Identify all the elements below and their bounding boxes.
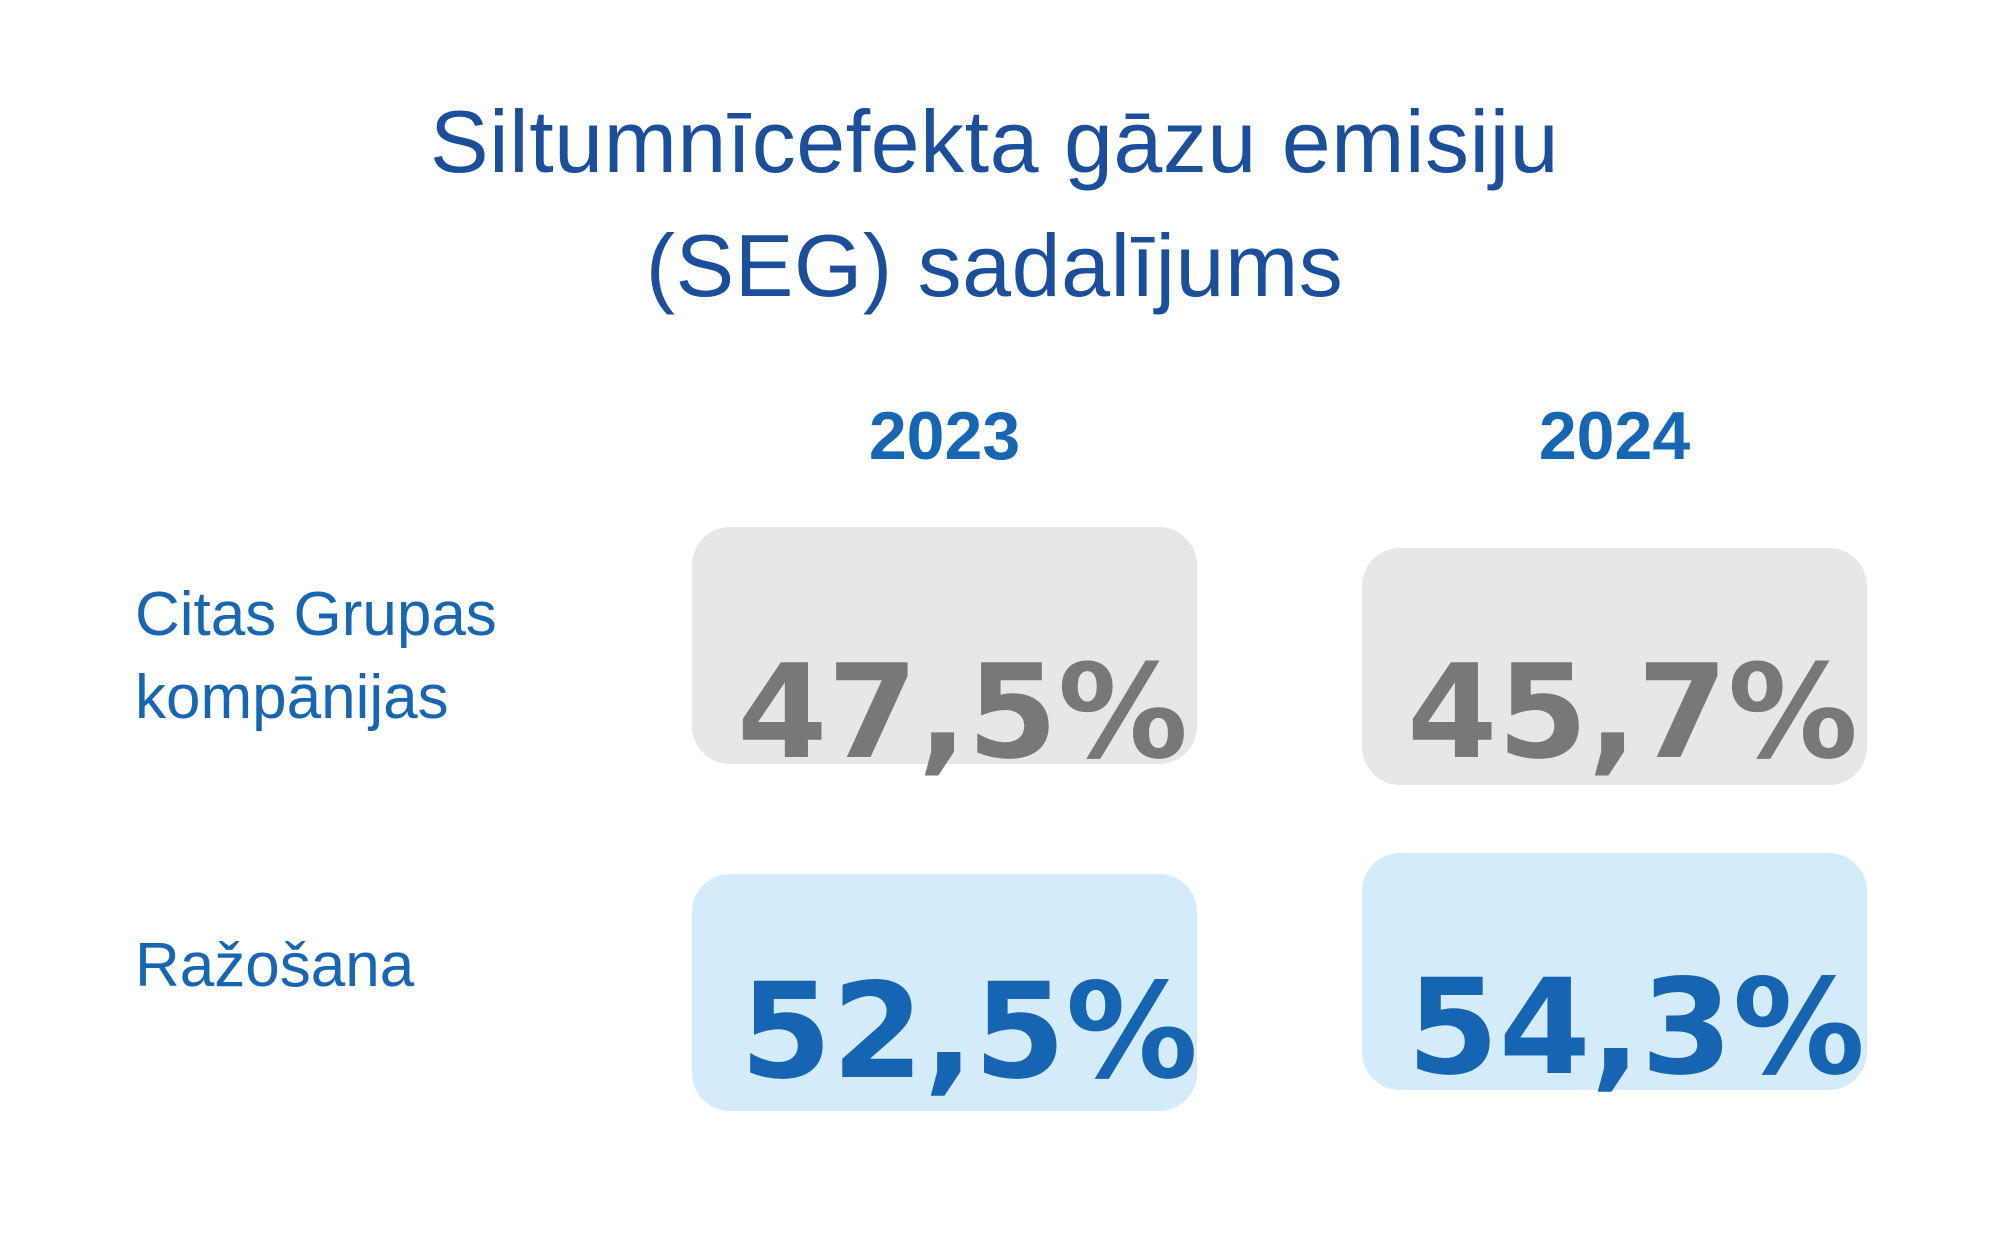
value-card-citas-2024	[1362, 548, 1867, 785]
value-razosana-2024: 54,3%	[1407, 951, 1865, 1105]
value-card-razosana-2024	[1362, 853, 1867, 1090]
row-label-line-1: Citas Grupas	[135, 580, 497, 649]
row-label-citas-grupas-kompanijas: Citas Grupas kompānijas	[135, 573, 497, 739]
chart-title: Siltumnīcefekta gāzu emisiju (SEG) sadal…	[0, 80, 1989, 328]
value-card-razosana-2023	[692, 874, 1197, 1111]
column-header-2024: 2024	[1538, 398, 1691, 474]
value-razosana-2023: 52,5%	[740, 955, 1198, 1109]
row-label-razosana: Ražošana	[135, 924, 414, 1007]
chart-title-line-1: Siltumnīcefekta gāzu emisiju	[429, 92, 1560, 191]
value-citas-2023: 47,5%	[737, 636, 1189, 788]
value-citas-2024: 45,7%	[1407, 636, 1859, 788]
column-header-2023: 2023	[868, 398, 1021, 474]
row-label-line-1: Ražošana	[135, 931, 415, 1000]
chart-title-line-2: (SEG) sadalījums	[645, 216, 1344, 315]
row-label-line-2: kompānijas	[135, 663, 449, 732]
value-card-citas-2023	[692, 527, 1197, 764]
